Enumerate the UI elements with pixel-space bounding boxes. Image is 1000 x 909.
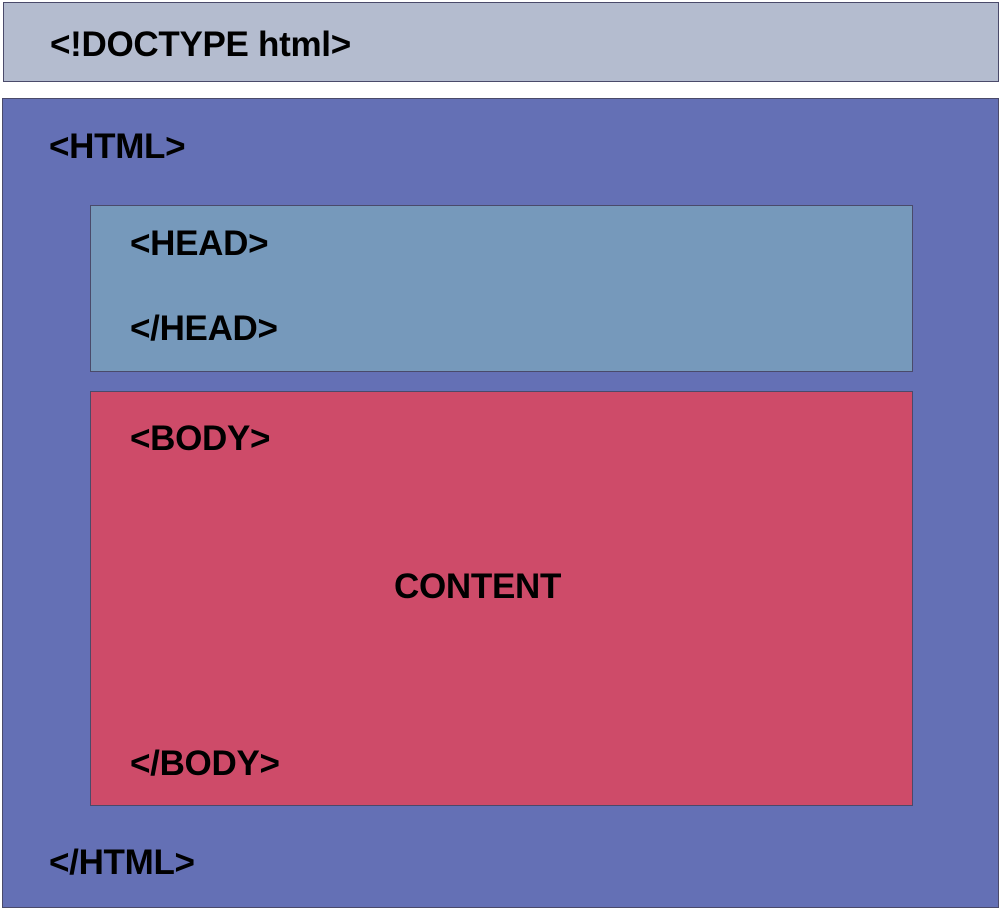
head-open-tag: <HEAD> bbox=[130, 224, 269, 263]
body-content-label: CONTENT bbox=[394, 567, 562, 606]
doctype-box: <!DOCTYPE html> bbox=[3, 2, 999, 82]
html-element-box: <HTML> <HEAD> </HEAD> <BODY> CONTENT </B… bbox=[2, 98, 999, 908]
head-close-tag: </HEAD> bbox=[130, 309, 278, 348]
doctype-label: <!DOCTYPE html> bbox=[50, 25, 351, 64]
body-open-tag: <BODY> bbox=[130, 419, 271, 458]
head-element-box: <HEAD> </HEAD> bbox=[90, 205, 913, 372]
body-close-tag: </BODY> bbox=[130, 744, 280, 783]
html-close-tag: </HTML> bbox=[49, 843, 195, 882]
html-open-tag: <HTML> bbox=[49, 127, 186, 166]
body-element-box: <BODY> CONTENT </BODY> bbox=[90, 391, 913, 806]
